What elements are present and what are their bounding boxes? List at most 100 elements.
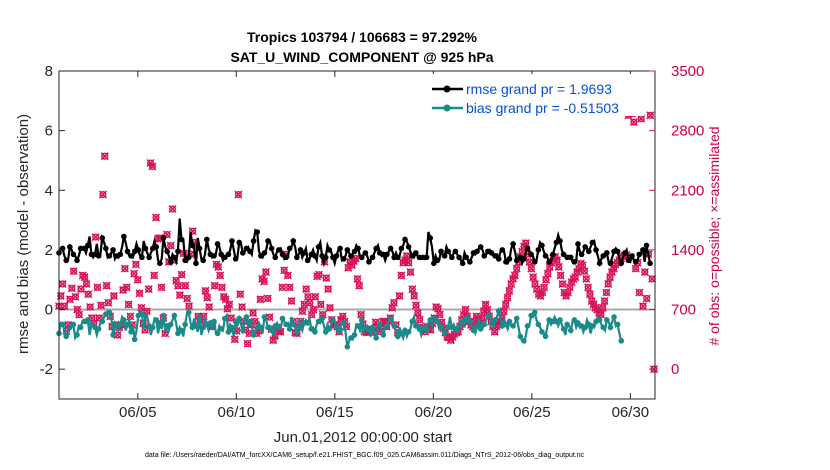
- obs-assimilated-marker: [604, 279, 613, 289]
- bias-point: [283, 321, 289, 328]
- obs-assimilated-marker: [408, 285, 417, 294]
- obs-assimilated-marker: [347, 261, 356, 270]
- rmse-point: [387, 245, 394, 252]
- legend-rmse-marker: [443, 85, 451, 93]
- obs-assimilated-marker: [578, 261, 587, 270]
- obs-possible-marker: [410, 292, 418, 300]
- obs-possible-marker: [101, 152, 109, 160]
- rmse-point: [124, 248, 131, 255]
- obs-possible-marker: [641, 268, 649, 276]
- obs-assimilated-marker: [640, 268, 649, 277]
- rmse-point: [618, 260, 625, 267]
- rmse-point: [571, 259, 578, 265]
- obs-assimilated-marker: [120, 264, 129, 273]
- obs-assimilated-marker: [629, 118, 638, 127]
- chart-title-line1: Tropics 103794 / 106683 = 97.292%: [247, 29, 478, 45]
- obs-possible-marker: [483, 305, 491, 314]
- rmse-point: [622, 250, 628, 256]
- y-tick-label-right: 2100: [671, 182, 704, 199]
- obs-possible-marker: [643, 294, 651, 303]
- bias-point: [63, 333, 70, 340]
- y-tick-label: 6: [45, 123, 53, 140]
- rmse-point: [394, 254, 401, 261]
- obs-possible-marker: [134, 276, 142, 284]
- rmse-point: [203, 236, 210, 243]
- obs-possible-marker: [203, 294, 211, 302]
- obs-assimilated-marker: [503, 293, 512, 302]
- obs-possible-marker: [586, 290, 594, 298]
- y-tick-label: 8: [45, 63, 53, 80]
- bias-point: [131, 336, 138, 343]
- x-tick-label: 06/05: [119, 404, 157, 421]
- bias-point: [117, 321, 124, 328]
- rmse-point: [164, 248, 170, 255]
- rmse-point: [427, 235, 434, 241]
- rmse-point: [211, 253, 217, 259]
- legend-rmse-label: rmse grand pr = 1.9693: [466, 81, 612, 97]
- bias-point: [564, 321, 570, 328]
- obs-possible-marker: [174, 282, 182, 290]
- bias-point: [279, 315, 286, 322]
- obs-assimilated-marker: [397, 271, 406, 280]
- obs-assimilated-marker: [598, 303, 607, 312]
- bias-point: [351, 332, 358, 338]
- bias-point: [128, 329, 134, 335]
- legend-bias-label: bias grand pr = -0.51503: [466, 100, 619, 116]
- bias-point: [521, 338, 527, 344]
- obs-assimilated-marker: [104, 298, 113, 307]
- rmse-point: [521, 256, 527, 262]
- rmse-point: [549, 251, 556, 258]
- bias-point: [470, 327, 477, 334]
- bias-point: [380, 332, 387, 338]
- bias-point: [171, 312, 178, 319]
- obs-assimilated-marker: [249, 308, 258, 317]
- obs-assimilated-marker: [177, 270, 186, 279]
- rmse-point: [542, 253, 549, 259]
- obs-assimilated-marker: [173, 281, 183, 290]
- bias-point: [250, 332, 257, 338]
- obs-assimilated-marker: [214, 262, 223, 271]
- obs-assimilated-marker: [261, 268, 270, 277]
- obs-assimilated-marker: [238, 302, 247, 312]
- obs-possible-marker: [522, 239, 530, 247]
- obs-assimilated-marker: [584, 283, 593, 292]
- obs-possible-marker: [436, 311, 444, 319]
- rmse-point: [625, 257, 632, 264]
- obs-possible-marker: [599, 304, 607, 312]
- bias-point: [542, 333, 549, 340]
- obs-possible-marker: [408, 285, 416, 293]
- obs-possible-marker: [244, 340, 252, 348]
- obs-possible-marker: [434, 305, 442, 313]
- obs-possible-marker: [260, 277, 268, 285]
- bias-point: [492, 317, 498, 323]
- bias-point: [182, 321, 188, 328]
- obs-possible-marker: [126, 312, 134, 320]
- obs-possible-marker: [225, 300, 233, 308]
- obs-assimilated-marker: [234, 190, 243, 199]
- rmse-point: [604, 250, 610, 256]
- footnote: data file: /Users/raeder/DAI/ATM_forcXX/…: [145, 452, 585, 459]
- bias-point: [441, 330, 448, 337]
- obs-assimilated-marker: [161, 329, 170, 338]
- obs-possible-marker: [163, 231, 171, 239]
- obs-possible-marker: [542, 276, 550, 284]
- rmse-point: [567, 254, 574, 261]
- obs-possible-marker: [189, 227, 197, 235]
- rmse-point: [178, 236, 185, 243]
- obs-possible-marker: [646, 111, 654, 119]
- rmse-point: [528, 251, 534, 258]
- obs-assimilated-marker: [631, 264, 640, 273]
- obs-assimilated-marker: [505, 286, 514, 295]
- obs-assimilated-marker: [311, 292, 320, 301]
- obs-possible-marker: [222, 295, 230, 303]
- bias-point: [604, 317, 610, 323]
- obs-possible-marker: [211, 282, 219, 290]
- obs-possible-marker: [238, 303, 246, 311]
- rmse-point: [348, 253, 354, 259]
- obs-assimilated-marker: [582, 274, 591, 283]
- obs-assimilated-marker: [168, 204, 177, 214]
- rmse-point: [582, 244, 589, 250]
- obs-assimilated-marker: [527, 264, 536, 273]
- bias-point: [59, 321, 66, 328]
- obs-assimilated-marker: [410, 291, 419, 300]
